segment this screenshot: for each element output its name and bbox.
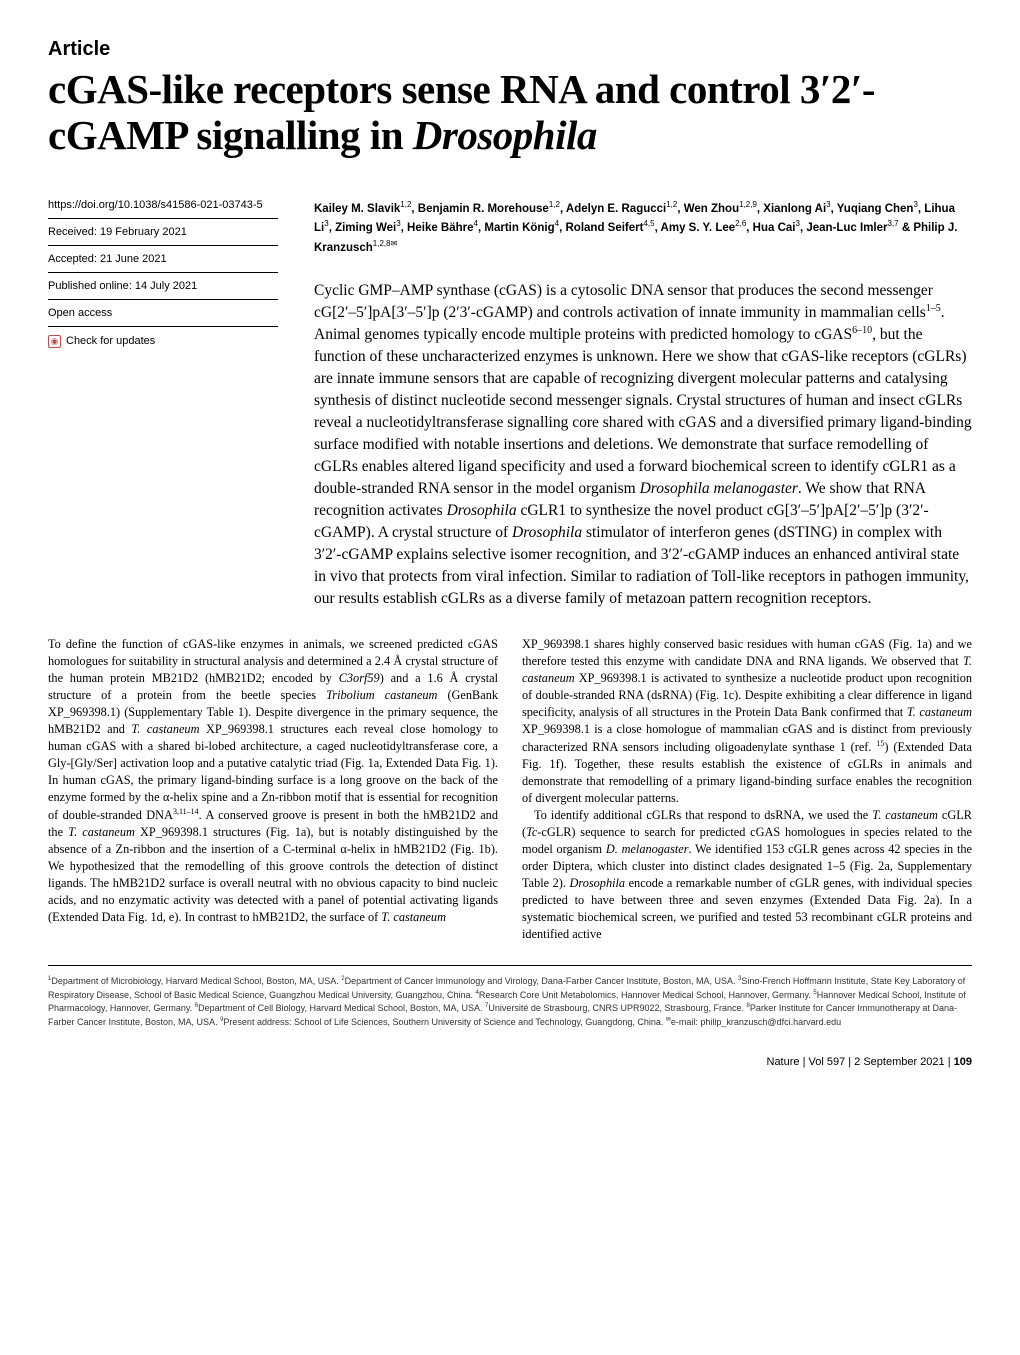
accepted-date: Accepted: 21 June 2021	[48, 246, 278, 273]
article-label: Article	[48, 38, 972, 61]
meta-right: Kailey M. Slavik1,2, Benjamin R. Morehou…	[314, 199, 972, 610]
check-updates-link[interactable]: ◉ Check for updates	[48, 327, 278, 348]
published-date: Published online: 14 July 2021	[48, 273, 278, 300]
affiliations: 1Department of Microbiology, Harvard Med…	[48, 965, 972, 1031]
check-updates-icon: ◉	[48, 335, 61, 348]
page-footer: Nature | Vol 597 | 2 September 2021 | 10…	[48, 1056, 972, 1068]
column-right: XP_969398.1 shares highly conserved basi…	[522, 636, 972, 943]
body-columns: To define the function of cGAS-like enzy…	[48, 636, 972, 943]
check-updates-text: Check for updates	[66, 335, 155, 347]
abstract-text: Cyclic GMP–AMP synthase (cGAS) is a cyto…	[314, 280, 972, 610]
article-title: cGAS-like receptors sense RNA and contro…	[48, 67, 972, 159]
doi-link[interactable]: https://doi.org/10.1038/s41586-021-03743…	[48, 199, 278, 219]
open-access-label: Open access	[48, 300, 278, 327]
meta-row: https://doi.org/10.1038/s41586-021-03743…	[48, 199, 972, 610]
column-left: To define the function of cGAS-like enzy…	[48, 636, 498, 943]
author-list: Kailey M. Slavik1,2, Benjamin R. Morehou…	[314, 199, 972, 258]
received-date: Received: 19 February 2021	[48, 219, 278, 246]
meta-left: https://doi.org/10.1038/s41586-021-03743…	[48, 199, 278, 610]
